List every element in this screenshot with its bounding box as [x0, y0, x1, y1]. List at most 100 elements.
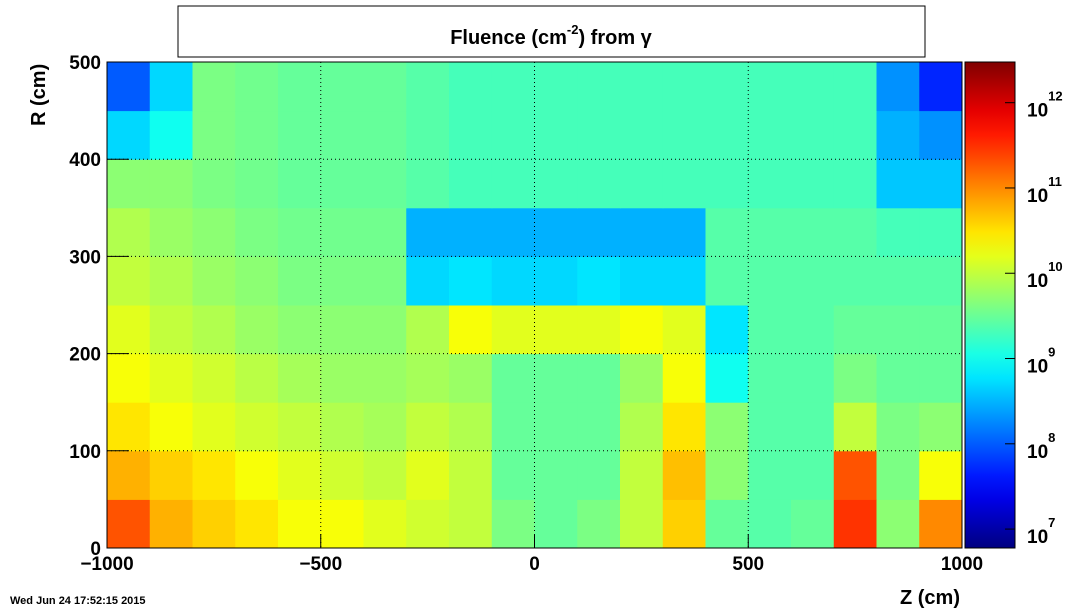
heat-cell	[620, 207, 664, 257]
heat-cell	[791, 402, 835, 452]
heat-cell	[919, 207, 963, 257]
heat-cell	[534, 62, 578, 112]
heat-cell	[919, 305, 963, 355]
heat-cell	[192, 159, 236, 209]
heat-cell	[620, 450, 664, 500]
heat-cell	[320, 256, 364, 306]
heat-cell	[919, 353, 963, 403]
heat-cell	[491, 159, 535, 209]
heat-cell	[919, 499, 963, 549]
heat-cell	[876, 450, 920, 500]
heat-cell	[491, 207, 535, 257]
heat-cell	[577, 207, 621, 257]
heat-cell	[876, 159, 920, 209]
heat-cell	[534, 110, 578, 160]
heat-cell	[491, 110, 535, 160]
heat-cell	[833, 305, 877, 355]
heat-cell	[491, 402, 535, 452]
heat-cell	[107, 256, 151, 306]
z-tick-exponent: 12	[1048, 89, 1062, 104]
heat-cell	[149, 110, 193, 160]
title-text: Fluence (cm	[450, 27, 567, 49]
heat-cell	[235, 305, 279, 355]
heat-cell	[876, 499, 920, 549]
heat-cell	[320, 207, 364, 257]
z-tick-label: 1011	[1027, 174, 1062, 207]
y-tick-label: 500	[69, 53, 101, 74]
z-tick-exponent: 11	[1048, 174, 1062, 189]
heat-cell	[192, 110, 236, 160]
heat-cell	[748, 110, 792, 160]
heat-cell	[235, 402, 279, 452]
heat-cell	[320, 110, 364, 160]
heat-cell	[320, 62, 364, 112]
heat-cell	[149, 256, 193, 306]
heat-cell	[278, 62, 322, 112]
heatmap	[107, 62, 963, 549]
heat-cell	[791, 499, 835, 549]
heat-cell	[705, 305, 749, 355]
z-tick-base: 10	[1027, 101, 1048, 122]
heat-cell	[534, 402, 578, 452]
heat-cell	[406, 110, 450, 160]
heat-cell	[662, 62, 706, 112]
heat-cell	[192, 353, 236, 403]
heat-cell	[662, 402, 706, 452]
heat-cell	[449, 353, 493, 403]
heat-cell	[876, 110, 920, 160]
heat-cell	[705, 110, 749, 160]
heat-cell	[320, 402, 364, 452]
heat-cell	[107, 305, 151, 355]
heat-cell	[919, 402, 963, 452]
heat-cell	[662, 110, 706, 160]
heat-cell	[833, 402, 877, 452]
heat-cell	[449, 402, 493, 452]
heat-cell	[449, 305, 493, 355]
heat-cell	[491, 305, 535, 355]
heat-cell	[791, 159, 835, 209]
heat-cell	[705, 353, 749, 403]
heat-cell	[363, 305, 407, 355]
heat-cell	[278, 207, 322, 257]
heat-cell	[149, 62, 193, 112]
heat-cell	[449, 499, 493, 549]
z-tick-label: 108	[1027, 430, 1055, 463]
heat-cell	[363, 110, 407, 160]
heat-cell	[748, 402, 792, 452]
y-tick-label: 200	[69, 345, 101, 366]
heat-cell	[406, 402, 450, 452]
heat-cell	[833, 450, 877, 500]
heat-cell	[577, 159, 621, 209]
heat-cell	[278, 256, 322, 306]
z-tick-label: 1010	[1027, 259, 1063, 292]
heat-cell	[577, 62, 621, 112]
heat-cell	[791, 110, 835, 160]
heat-cell	[363, 62, 407, 112]
heat-cell	[406, 499, 450, 549]
heat-cell	[534, 353, 578, 403]
heat-cell	[833, 207, 877, 257]
heat-cell	[791, 353, 835, 403]
heat-cell	[919, 110, 963, 160]
heat-cell	[876, 402, 920, 452]
heat-cell	[278, 353, 322, 403]
heat-cell	[620, 256, 664, 306]
chart-title: Fluence (cm-2) from γ	[450, 22, 652, 49]
heat-cell	[491, 353, 535, 403]
heat-cell	[833, 62, 877, 112]
heat-cell	[705, 62, 749, 112]
heat-cell	[919, 62, 963, 112]
heat-cell	[406, 207, 450, 257]
heat-cell	[107, 207, 151, 257]
heat-cell	[320, 450, 364, 500]
heat-cell	[919, 450, 963, 500]
heat-cell	[320, 159, 364, 209]
heat-cell	[748, 305, 792, 355]
heat-cell	[192, 305, 236, 355]
heat-cell	[320, 499, 364, 549]
heat-cell	[705, 402, 749, 452]
heat-cell	[107, 450, 151, 500]
x-tick-label: 1000	[941, 554, 983, 575]
heat-cell	[235, 159, 279, 209]
heat-cell	[919, 256, 963, 306]
